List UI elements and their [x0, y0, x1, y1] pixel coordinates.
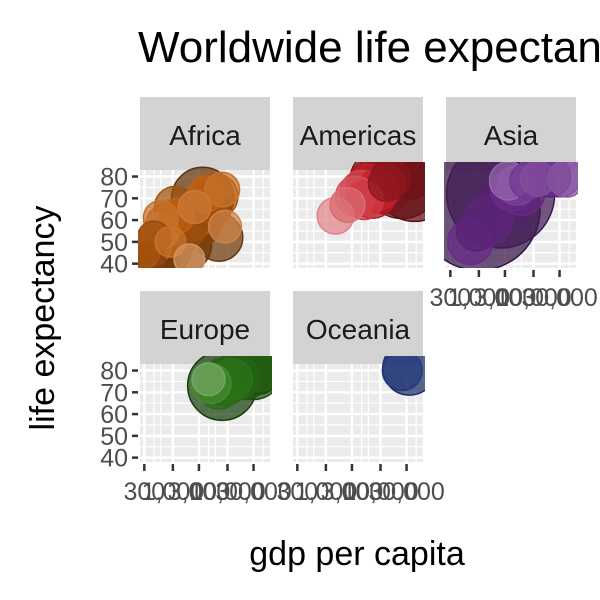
x-tick-label: 30,000: [521, 284, 597, 312]
data-points: [316, 162, 425, 235]
facet-label: Oceania: [306, 314, 411, 345]
data-point: [329, 186, 366, 223]
y-tick-label: 70: [100, 379, 128, 407]
data-point: [173, 243, 206, 268]
y-tick-label: 70: [100, 185, 128, 213]
y-tick-label: 50: [100, 229, 128, 257]
facet-strip: [446, 97, 576, 170]
data-point: [519, 162, 556, 197]
data-points: [186, 356, 272, 422]
y-tick-label: 80: [100, 358, 128, 386]
x-tick-label: 1,000: [142, 478, 205, 506]
data-points: [138, 166, 244, 268]
data-point: [191, 362, 226, 397]
x-tick-label: 300: [123, 478, 165, 506]
data-point: [381, 356, 423, 392]
y-tick-label: 50: [100, 423, 128, 451]
y-axis-label: life expectancy: [24, 206, 62, 431]
x-tick-label: 10,000: [189, 478, 265, 506]
y-tick-label: 40: [100, 251, 128, 279]
x-tick-label: 3,000: [321, 478, 384, 506]
y-tick-label: 40: [100, 445, 128, 473]
x-tick-label: 30,000: [215, 478, 291, 506]
x-axis-label: gdp per capita: [249, 535, 465, 573]
data-point: [177, 189, 212, 225]
facet-label: Asia: [484, 120, 539, 151]
facet-strip: [140, 291, 270, 364]
facet-strip: [293, 97, 423, 170]
facet-panel-americas: Americas: [293, 97, 425, 268]
x-tick-label: 10,000: [342, 478, 418, 506]
data-point: [367, 164, 406, 203]
x-tick-label: 1,000: [295, 478, 358, 506]
facet-label: Africa: [169, 120, 241, 151]
x-tick-label: 300: [429, 284, 471, 312]
y-tick-label: 60: [100, 207, 128, 235]
chart-title: Worldwide life expectancy: [138, 23, 600, 72]
data-point: [204, 171, 241, 208]
y-tick-label: 60: [100, 401, 128, 429]
facet-label: Americas: [300, 120, 417, 151]
facet-strip: [140, 97, 270, 170]
data-point: [455, 210, 498, 252]
data-points: [381, 356, 425, 396]
y-tick-label: 80: [100, 164, 128, 192]
x-tick-label: 30,000: [368, 478, 444, 506]
data-point: [207, 209, 243, 244]
x-tick-label: 10,000: [495, 284, 571, 312]
facet-strip: [293, 291, 423, 364]
x-tick-label: 3,000: [474, 284, 537, 312]
x-tick-label: 3,000: [168, 478, 231, 506]
x-tick-label: 300: [276, 478, 318, 506]
data-points: [444, 162, 578, 268]
facet-label: Europe: [160, 314, 250, 345]
x-tick-label: 1,000: [448, 284, 511, 312]
